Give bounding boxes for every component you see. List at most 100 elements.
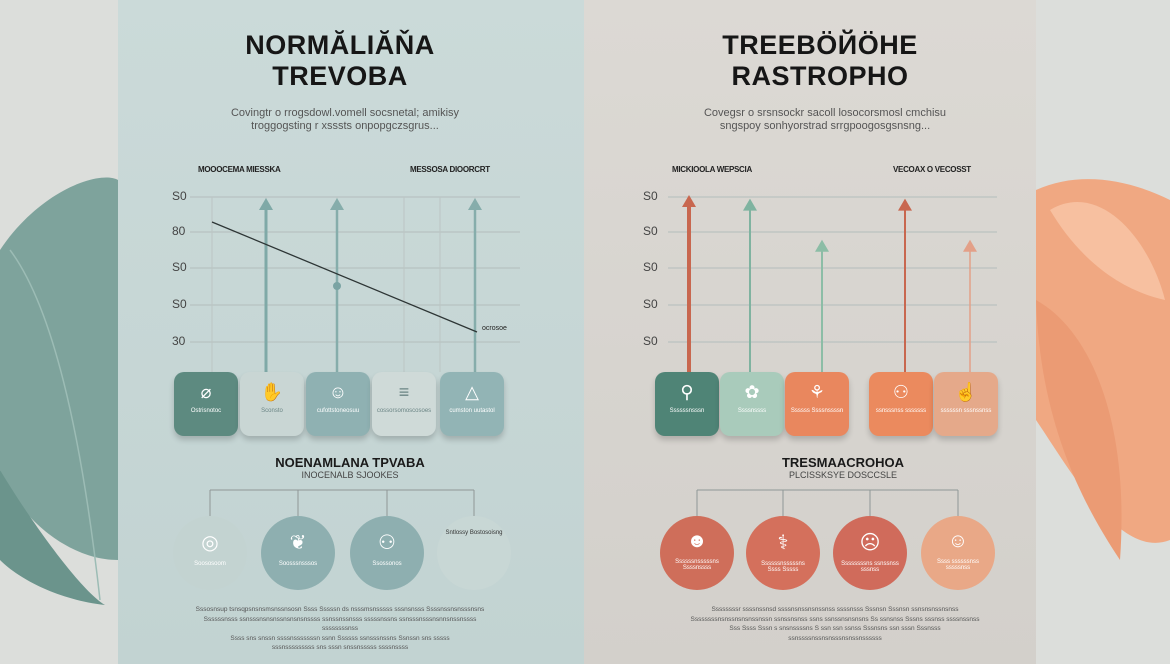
- y-axis-label: S0: [643, 297, 658, 311]
- category-card-label: Ssssssnsssn: [669, 408, 705, 414]
- doctor-icon: ⚕: [777, 532, 789, 554]
- tool-icon: ⚲: [680, 382, 694, 402]
- paragraph-line: ssnssssnssnsnsssnsnssnssssss: [788, 634, 882, 642]
- topic-circle-label: Soosssnsssos: [278, 561, 318, 567]
- right-description-line2: sngspoy sonhyorstrad srrgpoogosgsnsng...: [719, 120, 931, 132]
- y-axis-label: S0: [643, 189, 658, 203]
- trend-line: [211, 221, 478, 333]
- category-card[interactable]: ⚇ ssnsssnss sssssss: [869, 372, 933, 436]
- topic-circle-label: Ssossonos: [372, 561, 402, 567]
- right-paragraph: Ssssssssr ssssnssnsd ssssnsnssnsnssnss s…: [685, 605, 985, 643]
- topic-circle-label: Ssssssnsssssns Ssssnssss: [675, 559, 719, 571]
- topic-circle[interactable]: ☻ Ssssssnsssssns Ssssnssss: [660, 516, 734, 590]
- arrow-head: [898, 198, 912, 211]
- topic-circle[interactable]: ❦ Soosssnsssos: [261, 516, 335, 590]
- y-axis-label: S0: [172, 260, 187, 274]
- right-description-line1: Covegsr o srsnsockr sacoll losocorsmosl …: [703, 107, 947, 119]
- elder-icon: ☺: [947, 530, 969, 552]
- paragraph-line: sssnsssssssss sns sssn snssnsssss ssssns…: [271, 644, 409, 651]
- right-description: Covegsr o srsnsockr sacoll losocorsmosl …: [670, 107, 980, 133]
- paragraph-line: Ssssssnsss ssnsssnsnsnssnsnsnsnssss ssns…: [203, 615, 477, 633]
- left-description-line1: Covingtr o rrogsdowl.vomell socsnetal; a…: [230, 107, 460, 119]
- y-axis-label: S0: [643, 334, 658, 348]
- arrow-head: [682, 195, 696, 207]
- category-card-label: Ostrisnotoc: [190, 408, 222, 414]
- right-chart-header-right: VECOAX O VECOSST: [893, 165, 971, 174]
- category-card[interactable]: ⚘ Ssssss Ssssnssssn: [785, 372, 849, 436]
- peach-leaf-illustration: [1036, 179, 1170, 560]
- topic-circle[interactable]: Sntlossy Bostosoisng: [437, 516, 511, 590]
- capsule-icon: ⌀: [200, 382, 212, 402]
- topic-circle-label: Sntlossy Bostosoisng: [445, 530, 503, 536]
- y-axis-label: S0: [172, 297, 187, 311]
- arrow-head: [259, 198, 273, 210]
- hand-icon: ☝: [954, 382, 978, 402]
- face-icon: ☻: [686, 530, 708, 552]
- head-icon: ☹: [859, 532, 881, 554]
- left-title: NORMĂLIĂŇA TREVOBA: [200, 30, 480, 92]
- category-card[interactable]: ≡ cossorsomoscosoes: [372, 372, 436, 436]
- triangle-icon: △: [465, 382, 479, 402]
- topic-circle[interactable]: ☹ Ssssssssns ssnssnss sssnss: [833, 516, 907, 590]
- topic-circle-label: Soososoom: [194, 561, 226, 567]
- arrow-head: [815, 239, 829, 252]
- left-description-line2: troggogsting r xsssts onpopgczsgrus...: [251, 120, 439, 132]
- figures-icon: ⚇: [378, 532, 396, 554]
- category-card[interactable]: ⚲ Ssssssnsssn: [655, 372, 719, 436]
- topic-circle-label: Ssssssssns ssnssnss sssnss: [841, 561, 899, 573]
- category-card-label: cossorsomoscosoes: [376, 408, 432, 414]
- left-chart-header-right: MESSOSA DIOORCRT: [410, 165, 490, 174]
- bars-icon: ≡: [398, 382, 410, 402]
- left-section-subtitle: INOCENALB SJOOKES: [301, 470, 399, 480]
- topic-circle[interactable]: ⚇ Ssossonos: [350, 516, 424, 590]
- category-card-label: Ssssnssss: [737, 408, 767, 414]
- category-card-label: ssnsssnss sssssss: [875, 408, 927, 414]
- teal-leaf-illustration: [0, 177, 118, 605]
- right-section-title: TRESMAACROHOA: [781, 455, 905, 470]
- hands-icon: ✋: [260, 382, 284, 402]
- right-section-subtitle: PLCISSKSYE DOSCCSLE: [788, 470, 898, 480]
- arrow-head: [330, 198, 344, 210]
- brain-icon: ✿: [744, 382, 760, 402]
- arrow-head: [468, 198, 482, 210]
- category-card[interactable]: ⌀ Ostrisnotoc: [174, 372, 238, 436]
- figures-icon: ⚇: [892, 382, 910, 402]
- category-card-label: Ssssss Ssssnssssn: [790, 408, 844, 414]
- paragraph-line: Sssosnsup tsnsqpsnsnsmsnssnsosn Ssss Sss…: [195, 606, 485, 613]
- person-icon: ☺: [328, 382, 348, 402]
- topic-circle[interactable]: ◎ Soososoom: [173, 516, 247, 590]
- topic-circle-label: Ssss ssssssnss sssssnss: [936, 559, 979, 571]
- y-axis-label: 30: [172, 334, 186, 348]
- topic-circle-label: Ssssssnsssssns Ssss Sssss: [761, 561, 805, 573]
- category-card[interactable]: ☺ cufottstoneosuu: [306, 372, 370, 436]
- left-title-line1: NORMĂLIĂŇA: [245, 30, 435, 60]
- y-axis-label: S0: [172, 189, 187, 203]
- category-card[interactable]: ✿ Ssssnssss: [720, 372, 784, 436]
- topic-circle[interactable]: ☺ Ssss ssssssnss sssssnss: [921, 516, 995, 590]
- arrow-head: [743, 198, 757, 211]
- sprout-icon: ⚘: [808, 382, 826, 402]
- y-axis-label: S0: [643, 260, 658, 274]
- left-section-title: NOENAMLANA TPVABA: [275, 455, 425, 470]
- paragraph-line: Sss Ssss Sssn s snsnssssns S ssn ssn ssn…: [729, 625, 941, 632]
- paragraph-line: Ssssssssnsnssnsnsnssnssn ssnssnsnss ssns…: [690, 615, 980, 623]
- right-title-line1: TREEBÖЙÖHE: [722, 30, 918, 60]
- topic-circle[interactable]: ⚕ Ssssssnsssssns Ssss Sssss: [746, 516, 820, 590]
- left-description: Covingtr o rrogsdowl.vomell socsnetal; a…: [190, 107, 500, 133]
- paragraph-line: Ssss sns snssn ssssnsssssssn ssnn Ssssss…: [230, 634, 450, 642]
- category-card-label: cufottstoneosuu: [316, 408, 360, 414]
- right-title-line2: RASTROPHO: [731, 61, 909, 91]
- category-card[interactable]: ✋ Sconsto: [240, 372, 304, 436]
- category-card[interactable]: ☝ ssssssn sssnssnss: [934, 372, 998, 436]
- category-card[interactable]: △ cumston uutastol: [440, 372, 504, 436]
- category-card-label: cumston uutastol: [449, 408, 495, 414]
- left-title-line2: TREVOBA: [272, 61, 408, 91]
- right-chart-header-left: MICKIOOLA WEPSCIA: [672, 165, 752, 174]
- left-chart-header-left: MOOOCEMA MIESSKA: [198, 165, 281, 174]
- right-title: TREEBÖЙÖHE RASTROPHO: [680, 30, 960, 92]
- paragraph-line: Ssssssssr ssssnssnsd ssssnsnssnsnssnss s…: [711, 606, 959, 613]
- globe-icon: ◎: [201, 532, 219, 554]
